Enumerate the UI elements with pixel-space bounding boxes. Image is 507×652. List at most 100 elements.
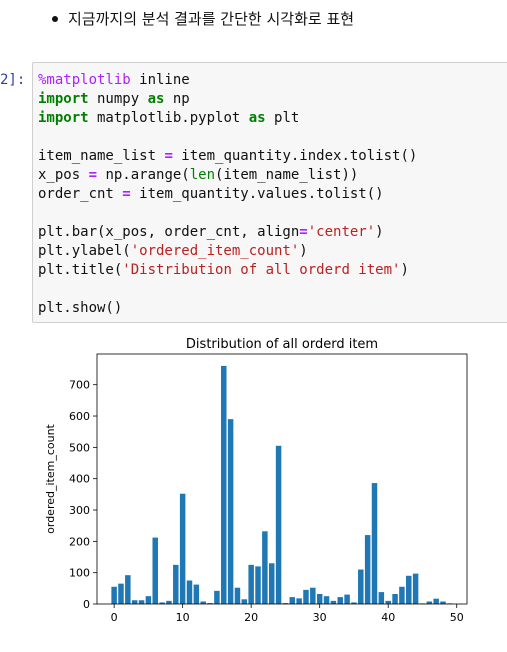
code-token: = bbox=[299, 224, 308, 240]
y-tick-label: 700 bbox=[69, 379, 90, 392]
bar bbox=[392, 593, 398, 604]
code-token: (item_name_list)) bbox=[215, 167, 359, 183]
code-line: x_pos = np.arange(len(item_name_list)) bbox=[38, 166, 417, 185]
code-token: item_quantity.values.tolist() bbox=[130, 186, 384, 202]
code-token: ) bbox=[299, 243, 308, 259]
markdown-bullet: 지금까지의 분석 결과를 간단한 시각화로 표현 bbox=[52, 8, 354, 29]
bar bbox=[364, 535, 371, 604]
bar bbox=[131, 600, 138, 604]
x-tick-label: 40 bbox=[381, 611, 395, 624]
y-tick-label: 600 bbox=[69, 410, 90, 423]
x-tick-label: 50 bbox=[450, 611, 464, 624]
code-line: plt.bar(x_pos, order_cnt, align='center'… bbox=[38, 223, 417, 242]
bar bbox=[166, 600, 172, 604]
bar bbox=[433, 598, 439, 604]
bar bbox=[221, 365, 227, 604]
bar bbox=[173, 564, 179, 604]
bar bbox=[111, 586, 117, 604]
code-line bbox=[38, 204, 417, 223]
bar bbox=[358, 569, 364, 604]
code-token: matplotlib.pyplot bbox=[88, 110, 249, 126]
code-token: as bbox=[248, 110, 266, 126]
x-tick-label: 0 bbox=[111, 611, 118, 624]
chart-title: Distribution of all orderd item bbox=[186, 337, 378, 352]
bar bbox=[179, 493, 186, 604]
y-tick-label: 100 bbox=[69, 567, 90, 580]
y-tick-label: 500 bbox=[69, 441, 90, 454]
code-token: len bbox=[189, 167, 216, 183]
code-token: order_cnt bbox=[38, 186, 123, 202]
bar bbox=[241, 599, 248, 604]
bar bbox=[378, 592, 385, 604]
code-line: %matplotlib inline bbox=[38, 71, 417, 90]
code-token: = bbox=[88, 167, 98, 183]
code-token: plt.show() bbox=[38, 300, 123, 316]
x-tick-label: 20 bbox=[244, 611, 258, 624]
bar bbox=[145, 596, 152, 604]
bar bbox=[351, 602, 357, 604]
bar bbox=[337, 597, 343, 604]
code-token: item_quantity.index.tolist() bbox=[172, 148, 418, 164]
code-token: import bbox=[38, 110, 89, 126]
bar bbox=[412, 573, 419, 604]
bar bbox=[323, 596, 330, 604]
code-token: item_name_list bbox=[38, 148, 165, 164]
code-token: x_pos bbox=[38, 167, 89, 183]
code-token: plt.bar(x_pos, order_cnt, align bbox=[38, 224, 300, 240]
code-token: np bbox=[164, 91, 190, 107]
code-token: inline bbox=[130, 72, 190, 88]
bar bbox=[138, 600, 145, 604]
bar bbox=[310, 587, 316, 604]
bar bbox=[248, 564, 254, 604]
code-token: ) bbox=[375, 224, 384, 240]
bar bbox=[255, 566, 261, 604]
code-line: import matplotlib.pyplot as plt bbox=[38, 109, 417, 128]
bar bbox=[159, 602, 165, 604]
code-token: 'ordered_item_count' bbox=[130, 243, 300, 259]
bar bbox=[186, 580, 193, 604]
bar bbox=[262, 531, 268, 604]
bullet-text: 지금까지의 분석 결과를 간단한 시각화로 표현 bbox=[68, 10, 355, 28]
code-line bbox=[38, 280, 417, 299]
code-line: plt.ylabel('ordered_item_count') bbox=[38, 242, 417, 261]
bar bbox=[227, 419, 234, 604]
bar bbox=[344, 594, 350, 604]
bar bbox=[385, 600, 391, 604]
code-token: 'Distribution of all orderd item' bbox=[122, 262, 401, 278]
bar bbox=[303, 589, 309, 604]
bullet-dot bbox=[52, 15, 58, 22]
code-line bbox=[38, 128, 417, 147]
code-token: plt.title( bbox=[38, 262, 123, 278]
bar bbox=[125, 575, 131, 604]
code-line: plt.title('Distribution of all orderd it… bbox=[38, 261, 417, 280]
code-token: = bbox=[122, 186, 131, 202]
code-token: numpy bbox=[88, 91, 148, 107]
plot-area bbox=[97, 354, 467, 604]
code-token: as bbox=[147, 91, 165, 107]
code-token: import bbox=[38, 91, 89, 107]
chart-output: 0 10 20 30 40 500100200300400500600700Distrib… bbox=[44, 337, 468, 624]
code-token: plt.ylabel( bbox=[38, 243, 131, 259]
y-tick-label: 0 bbox=[83, 598, 90, 611]
y-tick-label: 400 bbox=[69, 473, 90, 486]
code-cell[interactable]: %matplotlib inline import numpy as np impo… bbox=[32, 62, 507, 323]
bar bbox=[282, 603, 289, 604]
code-line: import numpy as np bbox=[38, 90, 417, 109]
bar bbox=[207, 603, 213, 604]
bar bbox=[193, 584, 200, 604]
bar bbox=[316, 593, 323, 604]
code-editor[interactable]: %matplotlib inline import numpy as np impo… bbox=[38, 71, 417, 318]
code-line: item_name_list = item_quantity.index.tol… bbox=[38, 147, 417, 166]
cell-prompt: 2]: bbox=[0, 72, 26, 88]
x-tick-label: 10 bbox=[176, 611, 190, 624]
y-tick-label: 200 bbox=[69, 535, 90, 548]
bar bbox=[152, 537, 158, 604]
code-token: ) bbox=[400, 262, 409, 278]
bar bbox=[399, 586, 405, 604]
y-tick-label: 300 bbox=[69, 504, 90, 517]
code-token: np.arange( bbox=[97, 167, 190, 183]
bar bbox=[214, 590, 220, 604]
bar bbox=[296, 598, 302, 604]
bar bbox=[440, 601, 446, 604]
bar bbox=[118, 583, 124, 604]
